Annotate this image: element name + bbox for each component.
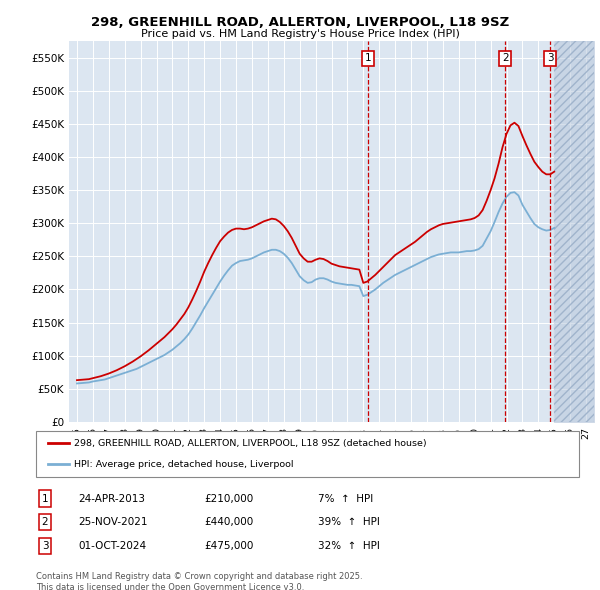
Text: 1: 1 xyxy=(41,494,49,503)
Text: HPI: Average price, detached house, Liverpool: HPI: Average price, detached house, Live… xyxy=(74,460,293,469)
Text: 298, GREENHILL ROAD, ALLERTON, LIVERPOOL, L18 9SZ: 298, GREENHILL ROAD, ALLERTON, LIVERPOOL… xyxy=(91,16,509,29)
Text: 2: 2 xyxy=(502,54,508,63)
Text: 32%  ↑  HPI: 32% ↑ HPI xyxy=(318,541,380,550)
Text: 3: 3 xyxy=(41,541,49,550)
Text: 01-OCT-2024: 01-OCT-2024 xyxy=(78,541,146,550)
Text: Contains HM Land Registry data © Crown copyright and database right 2025.
This d: Contains HM Land Registry data © Crown c… xyxy=(36,572,362,590)
Text: 1: 1 xyxy=(365,54,372,63)
Text: £440,000: £440,000 xyxy=(204,517,253,527)
Text: 24-APR-2013: 24-APR-2013 xyxy=(78,494,145,503)
Text: 2: 2 xyxy=(41,517,49,527)
Text: 3: 3 xyxy=(547,54,554,63)
Text: £210,000: £210,000 xyxy=(204,494,253,503)
Text: 298, GREENHILL ROAD, ALLERTON, LIVERPOOL, L18 9SZ (detached house): 298, GREENHILL ROAD, ALLERTON, LIVERPOOL… xyxy=(74,438,427,448)
Text: 7%  ↑  HPI: 7% ↑ HPI xyxy=(318,494,373,503)
Text: 39%  ↑  HPI: 39% ↑ HPI xyxy=(318,517,380,527)
Text: £475,000: £475,000 xyxy=(204,541,253,550)
Text: Price paid vs. HM Land Registry's House Price Index (HPI): Price paid vs. HM Land Registry's House … xyxy=(140,29,460,38)
Text: 25-NOV-2021: 25-NOV-2021 xyxy=(78,517,148,527)
